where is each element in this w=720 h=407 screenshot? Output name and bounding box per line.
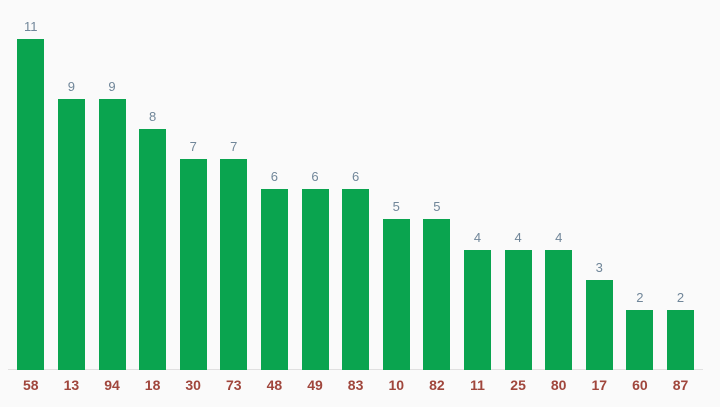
bar[interactable]: [423, 219, 451, 370]
category-label: 94: [104, 377, 120, 393]
category-label: 10: [388, 377, 405, 393]
bar-value-label: 8: [148, 109, 157, 124]
bar-value-label: 11: [24, 19, 38, 34]
bar[interactable]: [98, 99, 126, 370]
category-label: 13: [63, 377, 80, 393]
category-label: 87: [672, 377, 689, 393]
category-label: 80: [550, 377, 567, 393]
category-label: 17: [591, 377, 608, 393]
bar-value-label: 4: [555, 230, 563, 245]
bar-value-label: 7: [189, 139, 197, 154]
bar[interactable]: [464, 250, 491, 370]
bar-value-label: 4: [514, 230, 522, 245]
bar[interactable]: [667, 310, 694, 370]
bar[interactable]: [260, 189, 288, 370]
category-label: 49: [307, 377, 323, 393]
bar[interactable]: [382, 219, 410, 370]
category-label: 18: [144, 377, 161, 393]
bar[interactable]: [57, 99, 85, 370]
bar-value-label: 5: [392, 199, 400, 214]
bar[interactable]: [179, 159, 207, 370]
bar-value-label: 5: [433, 199, 441, 214]
bar-value-label: 4: [473, 230, 482, 245]
bar-value-label: 2: [676, 290, 685, 305]
bar-value-label: 2: [636, 290, 644, 305]
bar-value-label: 3: [595, 260, 603, 275]
bar-value-label: 9: [67, 79, 75, 94]
category-label: 25: [510, 377, 526, 393]
bar[interactable]: [585, 280, 613, 370]
category-label: 30: [185, 377, 201, 393]
bar[interactable]: [342, 189, 370, 370]
bar-value-label: 6: [351, 169, 360, 184]
bar[interactable]: [220, 159, 248, 370]
bar-value-label: 6: [270, 169, 278, 184]
category-label: 83: [347, 377, 364, 393]
bar-value-label: 9: [108, 79, 116, 94]
bar[interactable]: [626, 310, 654, 370]
category-label: 48: [266, 377, 283, 393]
bar[interactable]: [139, 129, 167, 370]
category-label: 73: [226, 377, 242, 393]
bar[interactable]: [545, 250, 573, 370]
category-label: 60: [632, 377, 648, 393]
bar-value-label: 6: [311, 169, 319, 184]
bar[interactable]: [17, 39, 45, 370]
category-label: 11: [470, 377, 485, 393]
category-label: 58: [23, 377, 39, 393]
bar[interactable]: [301, 189, 329, 370]
bar[interactable]: [504, 250, 532, 370]
category-label: 82: [429, 377, 445, 393]
bar-value-label: 7: [230, 139, 238, 154]
